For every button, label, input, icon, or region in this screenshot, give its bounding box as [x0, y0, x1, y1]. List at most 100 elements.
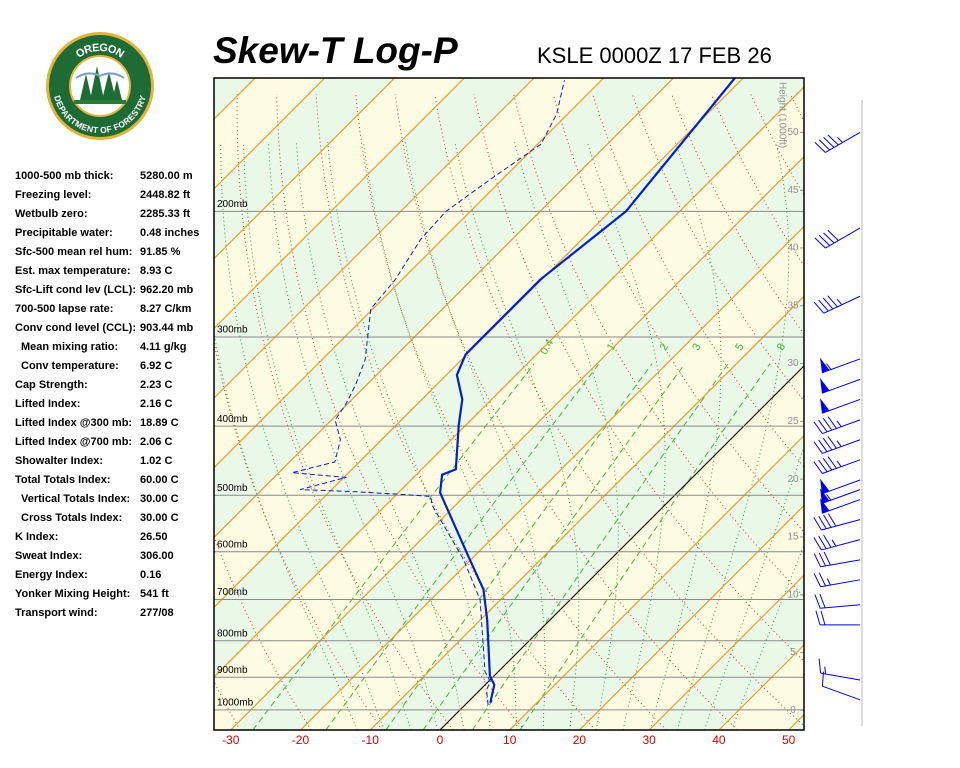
index-label: Sfc-500 mean rel hum:	[15, 246, 132, 258]
y2-axis-label: Height (1000ft)	[776, 82, 787, 148]
wind-barb	[820, 357, 861, 374]
y2-tick-label: 30	[787, 358, 799, 369]
y-tick-label: 800mb	[217, 628, 248, 639]
index-label: Mean mixing ratio:	[21, 341, 118, 353]
chart-title: Skew-T Log-P	[213, 30, 458, 71]
isotherm-grid-line	[788, 713, 804, 730]
moist-adiabat	[295, 142, 465, 730]
moist-adiabat	[214, 329, 358, 730]
index-value: 541 ft	[140, 588, 169, 600]
logo-top-text: OREGON	[74, 42, 126, 61]
index-label: Yonker Mixing Height:	[15, 588, 130, 600]
isotherm	[214, 78, 605, 469]
wind-barb	[820, 378, 861, 394]
index-value: 5280.00 m	[140, 170, 193, 182]
dry-adiabat	[315, 94, 596, 730]
logo-trees	[80, 66, 122, 100]
dry-adiabat	[276, 94, 525, 730]
wind-barb	[813, 436, 861, 454]
index-value: 91.85 %	[140, 246, 181, 258]
y2-tick-label: 40	[787, 243, 799, 254]
x-tick-label: 40	[712, 733, 726, 747]
wind-barb	[814, 132, 861, 153]
isotherm	[214, 78, 535, 399]
moist-adiabat	[514, 142, 619, 730]
index-value: 306.00	[140, 550, 174, 562]
index-value: 8.27 C/km	[140, 303, 192, 315]
index-label: Energy Index:	[15, 569, 88, 581]
index-label: Vertical Totals Index:	[21, 493, 130, 505]
wind-barb	[820, 398, 861, 414]
isotherm-grid-line	[230, 155, 804, 730]
moist-adiabat	[676, 142, 790, 730]
x-tick-label: -20	[292, 733, 310, 747]
x-tick-label: 10	[503, 733, 517, 747]
y2-tick-label: 20	[787, 474, 799, 485]
moist-adiabat	[243, 142, 412, 730]
wind-barbs	[813, 132, 861, 701]
plot-overlay: -30 -20 -10 0 10 20 30 40 501000mb900mb800mb700m…	[217, 82, 804, 747]
moist-adiabat	[404, 142, 546, 730]
wind-barb	[815, 610, 860, 626]
x-tick-label: 0	[437, 733, 444, 747]
index-label: 1000-500 mb thick:	[15, 170, 113, 182]
y2-tick-label: 0	[790, 705, 796, 716]
wind-barb	[820, 478, 861, 495]
y-tick-label: 400mb	[217, 414, 248, 425]
index-value: 2.06 C	[140, 436, 172, 448]
index-value: 26.50	[140, 531, 168, 543]
y2-tick-label: 25	[787, 416, 799, 427]
index-label: Transport wind:	[15, 607, 98, 619]
dewpoint-line	[291, 80, 565, 705]
mixing-ratio-line	[519, 363, 771, 730]
wind-barb	[814, 593, 861, 609]
index-value: 30.00 C	[140, 493, 179, 505]
x-tick-label: -10	[362, 733, 380, 747]
index-label: Est. max temperature:	[15, 265, 131, 277]
y-tick-label: 900mb	[217, 665, 248, 676]
plot-frame	[213, 77, 805, 731]
logo-sky	[75, 72, 125, 79]
mixing-ratio-line	[385, 363, 653, 730]
index-label: Precipitable water:	[15, 227, 113, 239]
dry-adiabat	[394, 94, 738, 730]
temperature-line	[439, 78, 736, 703]
index-table: 1000-500 mb thick: 5280.00 m Freezing leve…	[15, 170, 199, 619]
y2-tick-label: 50	[787, 127, 799, 138]
logo-top: OREGON	[74, 42, 126, 61]
temperature-band	[214, 86, 804, 730]
y2-tick-label: 15	[787, 532, 799, 543]
dry-adiabat	[789, 93, 804, 122]
y-tick-label: 1000mb	[217, 698, 254, 709]
index-value: 18.89 C	[140, 417, 179, 429]
y2-tick-label: 45	[787, 185, 799, 196]
wind-barb	[813, 513, 861, 531]
y-tick-label: 600mb	[217, 539, 248, 550]
index-value: 0.48 inches	[140, 227, 199, 239]
index-label: K Index:	[15, 531, 58, 543]
isotherm-grid-line	[509, 434, 804, 730]
y2-tick-label: 35	[787, 300, 799, 311]
y2-tick-label: 10	[787, 589, 799, 600]
wind-barb	[820, 488, 861, 504]
isotherm-grid-line	[579, 504, 804, 730]
dry-adiabat	[236, 94, 454, 730]
isotherm	[214, 78, 674, 539]
mixing-ratio-label: 2	[658, 341, 671, 352]
dry-adiabat	[909, 94, 960, 730]
isotherm	[214, 86, 804, 678]
index-value: 2.16 C	[140, 398, 172, 410]
x-tick-label: 20	[573, 733, 587, 747]
wind-barb	[813, 551, 861, 568]
wind-barb	[813, 295, 861, 314]
moist-adiabat	[649, 142, 722, 730]
y-tick-label: 200mb	[217, 199, 248, 210]
dry-adiabat	[869, 94, 960, 730]
freezing-isotherm	[439, 365, 804, 730]
plot-area: 0.4 1 2 3 5 8	[214, 78, 960, 730]
dry-adiabat	[552, 94, 804, 533]
index-value: 277/08	[140, 607, 174, 619]
wind-barb	[813, 416, 861, 435]
